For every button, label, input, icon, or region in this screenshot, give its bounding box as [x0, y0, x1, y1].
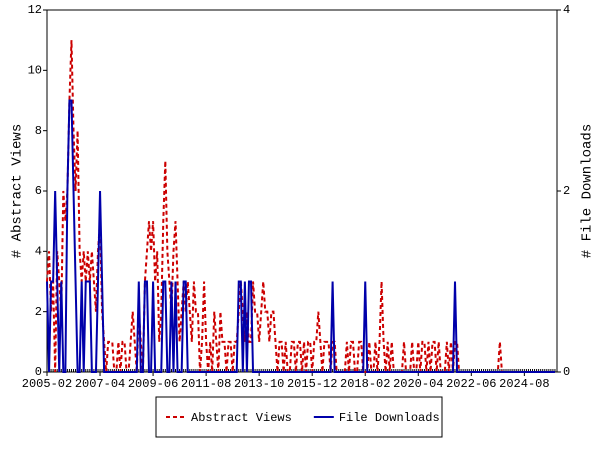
y-tick-label: 12: [28, 3, 42, 17]
y-tick-label: 4: [35, 245, 42, 259]
x-tick-label: 2011-08: [181, 377, 231, 391]
y-tick-label: 8: [35, 124, 42, 138]
y-axis-title: # Abstract Views: [10, 124, 26, 258]
x-tick-label: 2009-06: [128, 377, 178, 391]
data-line: [46, 99, 555, 373]
y2-tick-label: 0: [563, 365, 570, 379]
legend-label: Abstract Views: [191, 411, 292, 425]
x-tick-label: 2020-04: [393, 377, 443, 391]
x-tick-label: 2015-12: [287, 377, 337, 391]
x-tick-label: 2005-02: [22, 377, 72, 391]
y2-axis-title: # File Downloads: [580, 124, 596, 258]
x-tick-label: 2018-02: [340, 377, 390, 391]
y-tick-label: 10: [28, 64, 42, 78]
y-tick-label: 0: [35, 365, 42, 379]
x-tick-label: 2007-04: [75, 377, 125, 391]
x-tick-label: 2013-10: [234, 377, 284, 391]
legend-box: [155, 396, 443, 438]
y-tick-label: 2: [35, 305, 42, 319]
y2-tick-label: 4: [563, 3, 570, 17]
legend-label: File Downloads: [339, 411, 440, 425]
y2-tick-label: 2: [563, 184, 570, 198]
y-tick-label: 6: [35, 184, 42, 198]
plot-frame: [46, 9, 558, 373]
x-tick-label: 2022-06: [446, 377, 496, 391]
x-tick-label: 2024-08: [499, 377, 549, 391]
data-line: [46, 40, 555, 373]
